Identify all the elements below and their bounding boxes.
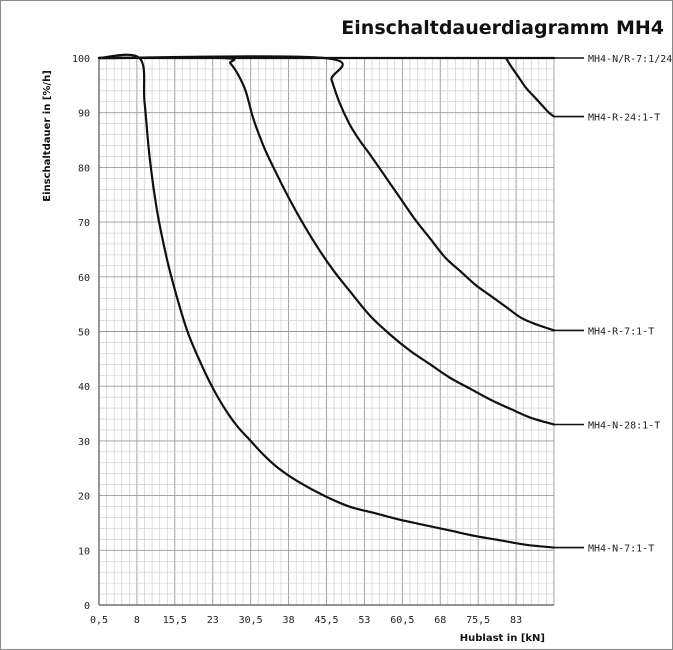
y-tick-label: 50	[78, 328, 90, 339]
series-curves	[97, 53, 556, 549]
series-label-mh4-n-28-1-t: MH4-N-28:1-T	[588, 420, 660, 431]
series-line-mh4-n-28-1-t	[97, 56, 556, 426]
series-label-mh4-n-r-7-1-24-1-k: MH4-N/R-7:1/24:1-K	[588, 54, 673, 65]
y-tick-label: 0	[84, 601, 90, 612]
y-tick-label: 40	[78, 382, 90, 393]
chart-title: Einschaltdauerdiagramm MH4	[341, 17, 664, 39]
series-labels: MH4-N-7:1-T MH4-N-28:1-T MH4-R-7:1-T MH4-R-…	[554, 54, 673, 555]
x-tick-label: 15,5	[163, 615, 187, 626]
series-label-mh4-r-7-1-t: MH4-R-7:1-T	[588, 326, 654, 337]
y-tick-label: 60	[78, 273, 90, 284]
series-line-mh4-r-24-1-t	[504, 56, 556, 118]
series-line-mh4-n-7-1-t	[97, 53, 556, 549]
tick-labels: 0,5 8 15,5 23 30,5 38 45,5 53 60,5 68 75,5 83 0 10 20 3…	[72, 54, 522, 626]
x-tick-label: 30,5	[239, 615, 263, 626]
x-tick-label: 0,5	[90, 615, 108, 626]
x-tick-label: 23	[207, 615, 219, 626]
x-axis-title: Hublast in [kN]	[460, 633, 545, 644]
y-tick-label: 90	[78, 109, 90, 120]
series-line-mh4-r-7-1-t	[97, 55, 556, 332]
x-tick-label: 53	[358, 615, 370, 626]
x-tick-label: 68	[434, 615, 446, 626]
y-tick-label: 70	[78, 218, 90, 229]
series-label-mh4-r-24-1-t: MH4-R-24:1-T	[588, 113, 660, 124]
y-tick-label: 20	[78, 492, 90, 503]
x-tick-label: 83	[510, 615, 522, 626]
x-tick-label: 45,5	[314, 615, 338, 626]
x-tick-label: 38	[283, 615, 295, 626]
x-tick-label: 60,5	[390, 615, 414, 626]
series-label-mh4-n-7-1-t: MH4-N-7:1-T	[588, 544, 654, 555]
y-tick-label: 100	[72, 54, 90, 65]
y-axis-title: Einschaltdauer in [%/h]	[42, 70, 53, 202]
x-tick-label: 8	[134, 615, 140, 626]
y-tick-label: 10	[78, 546, 90, 557]
y-tick-label: 30	[78, 437, 90, 448]
y-tick-label: 80	[78, 163, 90, 174]
grid	[98, 57, 555, 606]
x-tick-label: 75,5	[466, 615, 490, 626]
